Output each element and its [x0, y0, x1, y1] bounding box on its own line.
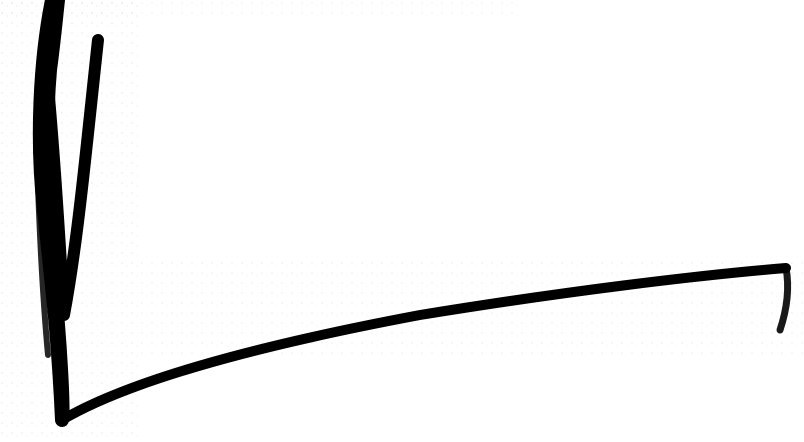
rising-tail-stroke — [57, 263, 791, 425]
signature-strokes — [32, 0, 792, 427]
inner-zig-loop — [38, 34, 104, 321]
left-echo-line — [33, 117, 51, 358]
right-end-hook — [776, 264, 792, 334]
